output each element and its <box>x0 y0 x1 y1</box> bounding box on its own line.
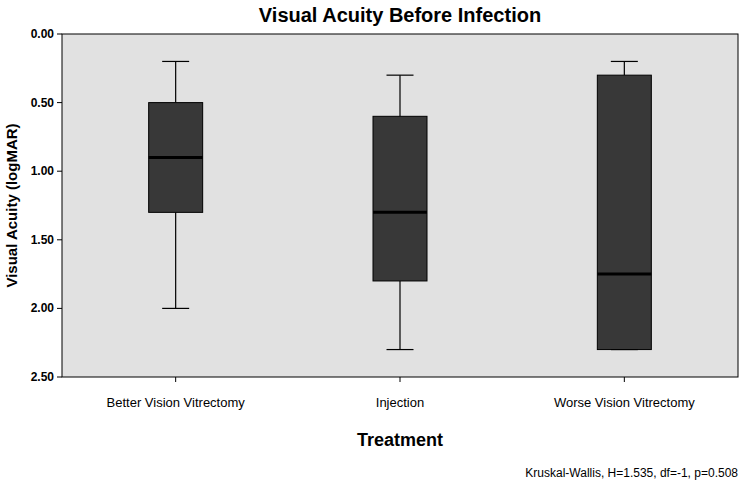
x-tick <box>175 377 176 382</box>
y-tick-label: 2.00 <box>31 301 55 315</box>
box <box>597 75 651 349</box>
box <box>373 116 427 281</box>
y-tick <box>57 239 62 240</box>
y-tick <box>57 102 62 103</box>
whisker-cap <box>387 75 414 76</box>
whisker-cap <box>162 61 189 62</box>
y-tick-label: 2.50 <box>31 370 55 384</box>
chart-title: Visual Acuity Before Infection <box>259 4 541 26</box>
y-tick <box>57 34 62 35</box>
median-line <box>373 211 427 214</box>
x-tick <box>624 377 625 382</box>
x-tick-label: Better Vision Vitrectomy <box>107 395 246 410</box>
y-tick-label: 1.50 <box>31 233 55 247</box>
whisker <box>175 61 176 102</box>
x-tick <box>400 377 401 382</box>
whisker <box>624 61 625 75</box>
chart-container: 0.00 0.50 1.00 1.50 2.00 2.50 Better Vision Vi… <box>0 0 749 485</box>
y-tick-label: 0.50 <box>31 96 55 110</box>
x-tick-label: Worse Vision Vitrectomy <box>554 395 695 410</box>
box <box>149 103 203 213</box>
median-line <box>597 273 651 276</box>
y-tick <box>57 377 62 378</box>
whisker <box>175 212 176 308</box>
chart-svg: 0.00 0.50 1.00 1.50 2.00 2.50 Better Vision Vi… <box>0 0 749 485</box>
whisker-cap <box>162 308 189 309</box>
y-axis-title: Visual Acuity (logMAR) <box>3 123 20 287</box>
whisker <box>399 75 400 116</box>
marks <box>149 61 652 349</box>
whisker-cap <box>387 349 414 350</box>
x-axis-title: Treatment <box>357 430 443 450</box>
annotation: Kruskal-Wallis, H=1.535, df=-1, p=0.508 <box>525 466 738 480</box>
y-tick <box>57 308 62 309</box>
plot-frame <box>62 34 738 377</box>
y-tick <box>57 171 62 172</box>
whisker-cap <box>611 61 638 62</box>
x-tick-label: Injection <box>376 395 424 410</box>
y-tick-label: 1.00 <box>31 164 55 178</box>
median-line <box>149 156 203 159</box>
whisker <box>399 281 400 350</box>
plot-background <box>62 34 738 377</box>
y-tick-label: 0.00 <box>31 27 55 41</box>
